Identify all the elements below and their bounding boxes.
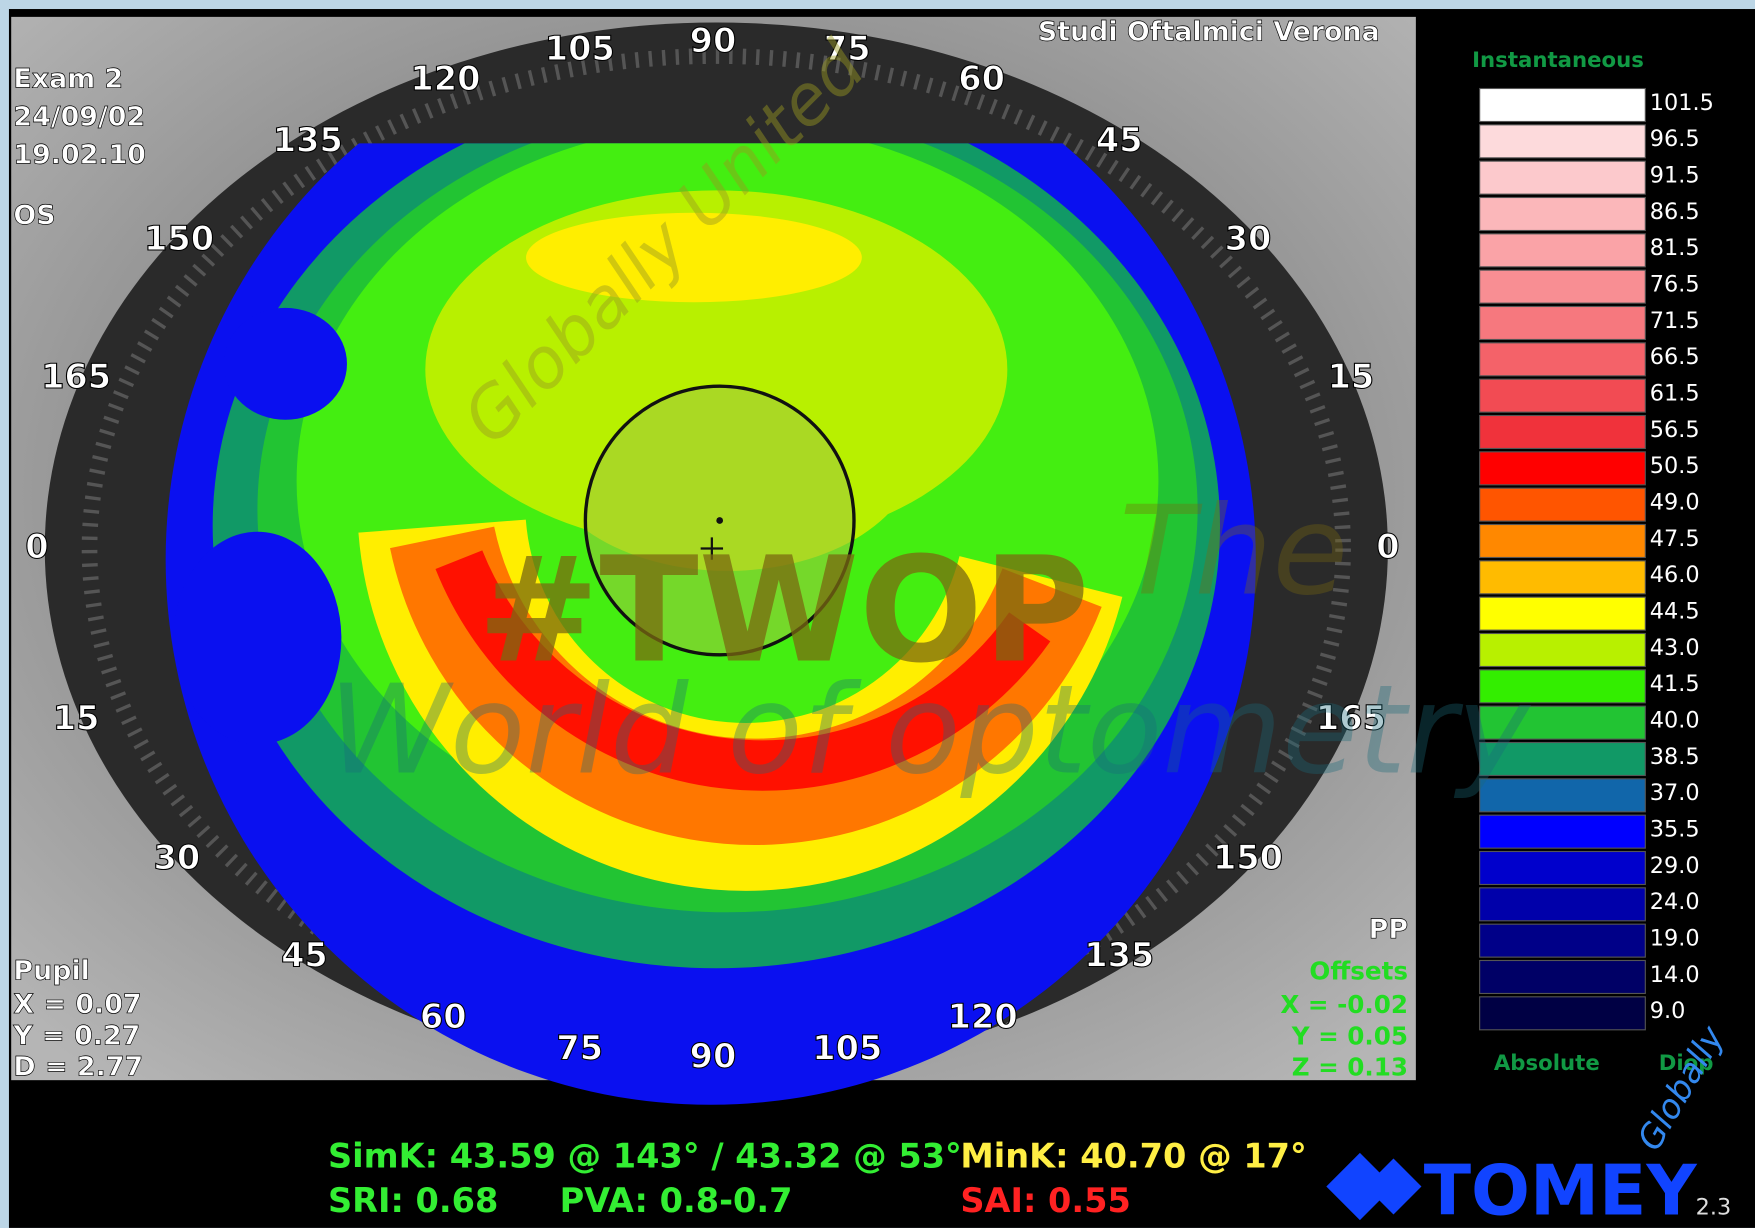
pva: PVA: 0.8-0.7	[560, 1181, 793, 1220]
pupil-x: X = 0.07	[13, 989, 141, 1020]
scale-swatch	[1480, 525, 1646, 558]
scale-label: 56.5	[1650, 417, 1700, 443]
angle-label: 135	[273, 121, 343, 160]
scale-swatch	[1480, 924, 1646, 957]
scale-label: 44.5	[1650, 598, 1700, 624]
angle-label: 60	[420, 997, 467, 1036]
brand-name: TOMEY	[1424, 1151, 1698, 1228]
scale-swatch	[1480, 851, 1646, 884]
scale-swatch	[1480, 597, 1646, 630]
scale-label: 46.0	[1650, 562, 1700, 588]
angle-label: 120	[410, 59, 480, 98]
scale-label: 49.0	[1650, 489, 1700, 515]
scale-title: Instantaneous	[1472, 48, 1644, 73]
angle-label: 15	[53, 698, 100, 737]
exam-label: Exam 2	[13, 63, 123, 94]
angle-label: 150	[144, 219, 214, 258]
scale-swatch	[1480, 416, 1646, 449]
angle-label: 30	[153, 838, 200, 877]
scale-swatch	[1480, 89, 1646, 122]
offsets-title: Offsets	[1309, 956, 1408, 985]
pupil-y: Y = 0.27	[12, 1020, 140, 1051]
scale-label: 81.5	[1650, 235, 1700, 261]
angle-label: 45	[1096, 121, 1143, 160]
scale-swatch	[1480, 561, 1646, 594]
mink: MinK: 40.70 @ 17°	[960, 1136, 1306, 1175]
angle-label: 0	[1376, 527, 1399, 566]
topography-screen: Studi Oftalmici Verona Exam 2 24/09/02 1…	[0, 0, 1755, 1228]
angle-label: 135	[1084, 936, 1154, 975]
watermark-line1: The	[1119, 480, 1348, 623]
scale-label: 66.5	[1650, 344, 1700, 370]
scale-label: 41.5	[1650, 671, 1700, 697]
angle-label: 120	[948, 997, 1018, 1036]
offset-z: Z = 0.13	[1292, 1053, 1408, 1082]
scale-label: 101.5	[1650, 90, 1714, 116]
scale-swatch	[1480, 488, 1646, 521]
scale-label: 35.5	[1650, 816, 1700, 842]
scale-label: 96.5	[1650, 126, 1700, 152]
scale-swatch	[1480, 125, 1646, 158]
map-zone	[173, 532, 341, 745]
scale-footer-left: Absolute	[1494, 1051, 1600, 1076]
pupil-center	[716, 517, 723, 524]
angle-label: 150	[1213, 838, 1283, 877]
scale-swatch	[1480, 161, 1646, 194]
angle-label: 105	[545, 29, 615, 68]
scale-swatch	[1480, 234, 1646, 267]
offset-mode: PP	[1369, 914, 1408, 945]
scale-swatch	[1480, 307, 1646, 340]
scale-label: 50.5	[1650, 453, 1700, 479]
angle-label: 15	[1328, 357, 1375, 396]
exam-time: 19.02.10	[13, 139, 146, 170]
angle-label: 90	[690, 21, 737, 60]
sri: SRI: 0.68	[328, 1181, 498, 1220]
scale-swatch	[1480, 888, 1646, 921]
scale-label: 24.0	[1650, 889, 1700, 915]
map-zone	[224, 308, 347, 420]
sai: SAI: 0.55	[960, 1181, 1131, 1220]
scale-swatch	[1480, 343, 1646, 376]
page: Studi Oftalmici Verona Exam 2 24/09/02 1…	[0, 0, 1755, 1228]
scale-label: 47.5	[1650, 526, 1700, 552]
scale-label: 91.5	[1650, 162, 1700, 188]
pupil-title: Pupil	[13, 955, 89, 986]
scale-label: 61.5	[1650, 380, 1700, 406]
scale-label: 86.5	[1650, 199, 1700, 225]
scale-swatch	[1480, 452, 1646, 485]
angle-label: 105	[812, 1028, 882, 1067]
angle-label: 90	[690, 1036, 737, 1075]
clinic-name: Studi Oftalmici Verona	[1038, 16, 1380, 47]
angle-label: 0	[25, 527, 48, 566]
scale-label: 19.0	[1650, 925, 1700, 951]
watermark-line2: World of optometry	[328, 659, 1532, 802]
scale-label: 38.5	[1650, 744, 1700, 770]
scale-label: 14.0	[1650, 962, 1700, 988]
angle-label: 45	[281, 936, 328, 975]
angle-label: 75	[556, 1028, 603, 1067]
angle-label: 165	[41, 357, 111, 396]
scale-swatch	[1480, 960, 1646, 993]
eye-side: OS	[13, 200, 55, 231]
scale-label: 43.0	[1650, 635, 1700, 661]
scale-label: 29.0	[1650, 853, 1700, 879]
scale-label: 40.0	[1650, 707, 1700, 733]
scale-label: 9.0	[1650, 998, 1686, 1024]
simk: SimK: 43.59 @ 143° / 43.32 @ 53°	[328, 1136, 962, 1175]
offset-x: X = -0.02	[1280, 990, 1408, 1019]
exam-date: 24/09/02	[13, 101, 145, 132]
brand-version: 2.3	[1696, 1194, 1732, 1220]
offset-y: Y = 0.05	[1291, 1021, 1408, 1050]
scale-swatch	[1480, 997, 1646, 1030]
scale-swatch	[1480, 270, 1646, 303]
scale-label: 76.5	[1650, 271, 1700, 297]
scale-label: 37.0	[1650, 780, 1700, 806]
scale-swatch	[1480, 815, 1646, 848]
scale-label: 71.5	[1650, 308, 1700, 334]
scale-swatch	[1480, 198, 1646, 231]
angle-label: 30	[1225, 219, 1272, 258]
angle-label: 60	[958, 59, 1005, 98]
scale-swatch	[1480, 379, 1646, 412]
pupil-d: D = 2.77	[13, 1052, 143, 1083]
